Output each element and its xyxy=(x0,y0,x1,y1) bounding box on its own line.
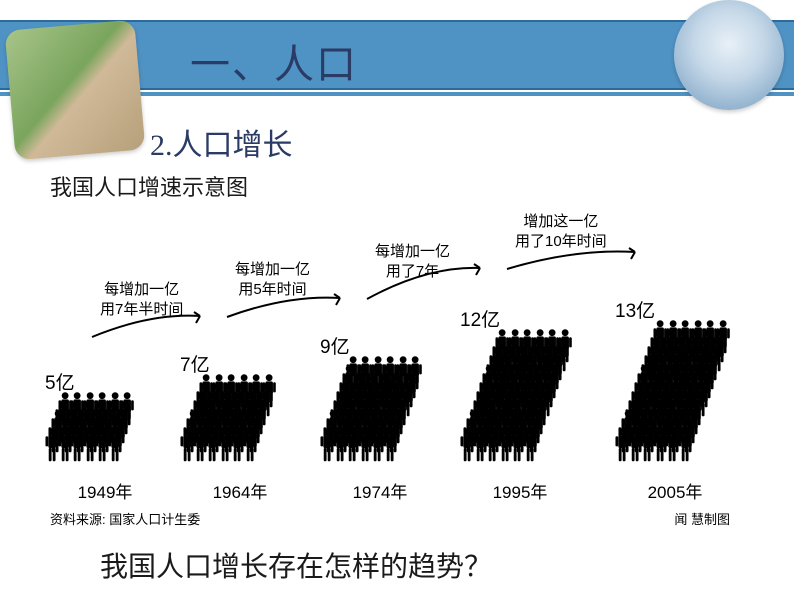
population-count: 7亿 xyxy=(180,350,210,377)
people-cluster xyxy=(45,397,135,467)
people-cluster xyxy=(460,334,572,467)
population-diagram: 我国人口增速示意图 xyxy=(40,170,760,530)
decorative-image-left xyxy=(5,20,146,161)
population-group: 5亿 xyxy=(45,397,135,467)
population-count: 13亿 xyxy=(615,296,655,323)
growth-annotation: 每增加一亿用5年时间 xyxy=(235,260,310,299)
credit-author: 闻 慧制图 xyxy=(674,509,730,528)
question-text: 我国人口增长存在怎样的趋势？ xyxy=(100,545,492,585)
population-group: 13亿 xyxy=(615,325,730,467)
people-cluster xyxy=(615,325,730,467)
credit-source: 资料来源: 国家人口计生委 xyxy=(50,509,200,528)
population-group: 12亿 xyxy=(460,334,572,467)
year-label: 1974年 xyxy=(320,478,440,503)
year-label: 2005年 xyxy=(615,478,735,503)
section-title: 一、人口 xyxy=(190,32,358,90)
subsection-title: 2.人口增长 xyxy=(150,120,293,164)
year-label: 1964年 xyxy=(180,478,300,503)
growth-annotation: 每增加一亿用了7年 xyxy=(375,242,450,281)
diagram-groups: 5亿 每增加一亿用7年半时间 xyxy=(40,212,760,467)
population-count: 12亿 xyxy=(460,305,500,332)
person-icon xyxy=(523,428,537,467)
person-icon xyxy=(383,428,397,467)
diagram-credits: 资料来源: 国家人口计生委 闻 慧制图 xyxy=(50,509,730,528)
person-icon xyxy=(108,428,122,467)
years-row: 1949年 1964年 1974年 1995年 2005年 xyxy=(40,479,760,503)
person-icon xyxy=(243,428,257,467)
year-label: 1995年 xyxy=(460,478,580,503)
person-icon xyxy=(678,428,692,467)
population-count: 9亿 xyxy=(320,332,350,359)
population-group: 7亿 xyxy=(180,379,276,467)
year-label: 1949年 xyxy=(45,478,165,503)
growth-annotation: 增加这一亿用了10年时间 xyxy=(515,212,607,251)
diagram-title: 我国人口增速示意图 xyxy=(50,170,760,202)
people-cluster xyxy=(320,361,422,467)
population-group: 9亿 xyxy=(320,361,422,467)
people-cluster xyxy=(180,379,276,467)
decorative-image-right xyxy=(674,0,784,110)
growth-annotation: 每增加一亿用7年半时间 xyxy=(100,280,183,319)
population-count: 5亿 xyxy=(45,368,75,395)
